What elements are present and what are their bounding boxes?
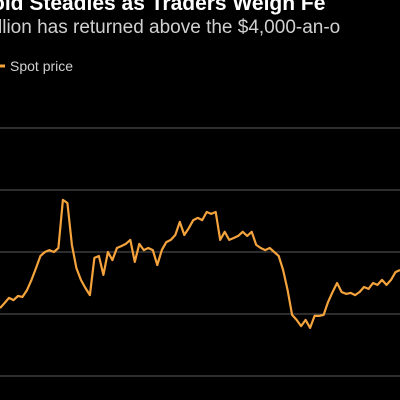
- price-line: [0, 198, 400, 329]
- chart-title: old Steadies as Traders Weigh Fe: [0, 0, 325, 15]
- legend-label: Spot price: [10, 58, 73, 74]
- chart-subtitle: llion has returned above the $4,000-an-o: [0, 17, 340, 38]
